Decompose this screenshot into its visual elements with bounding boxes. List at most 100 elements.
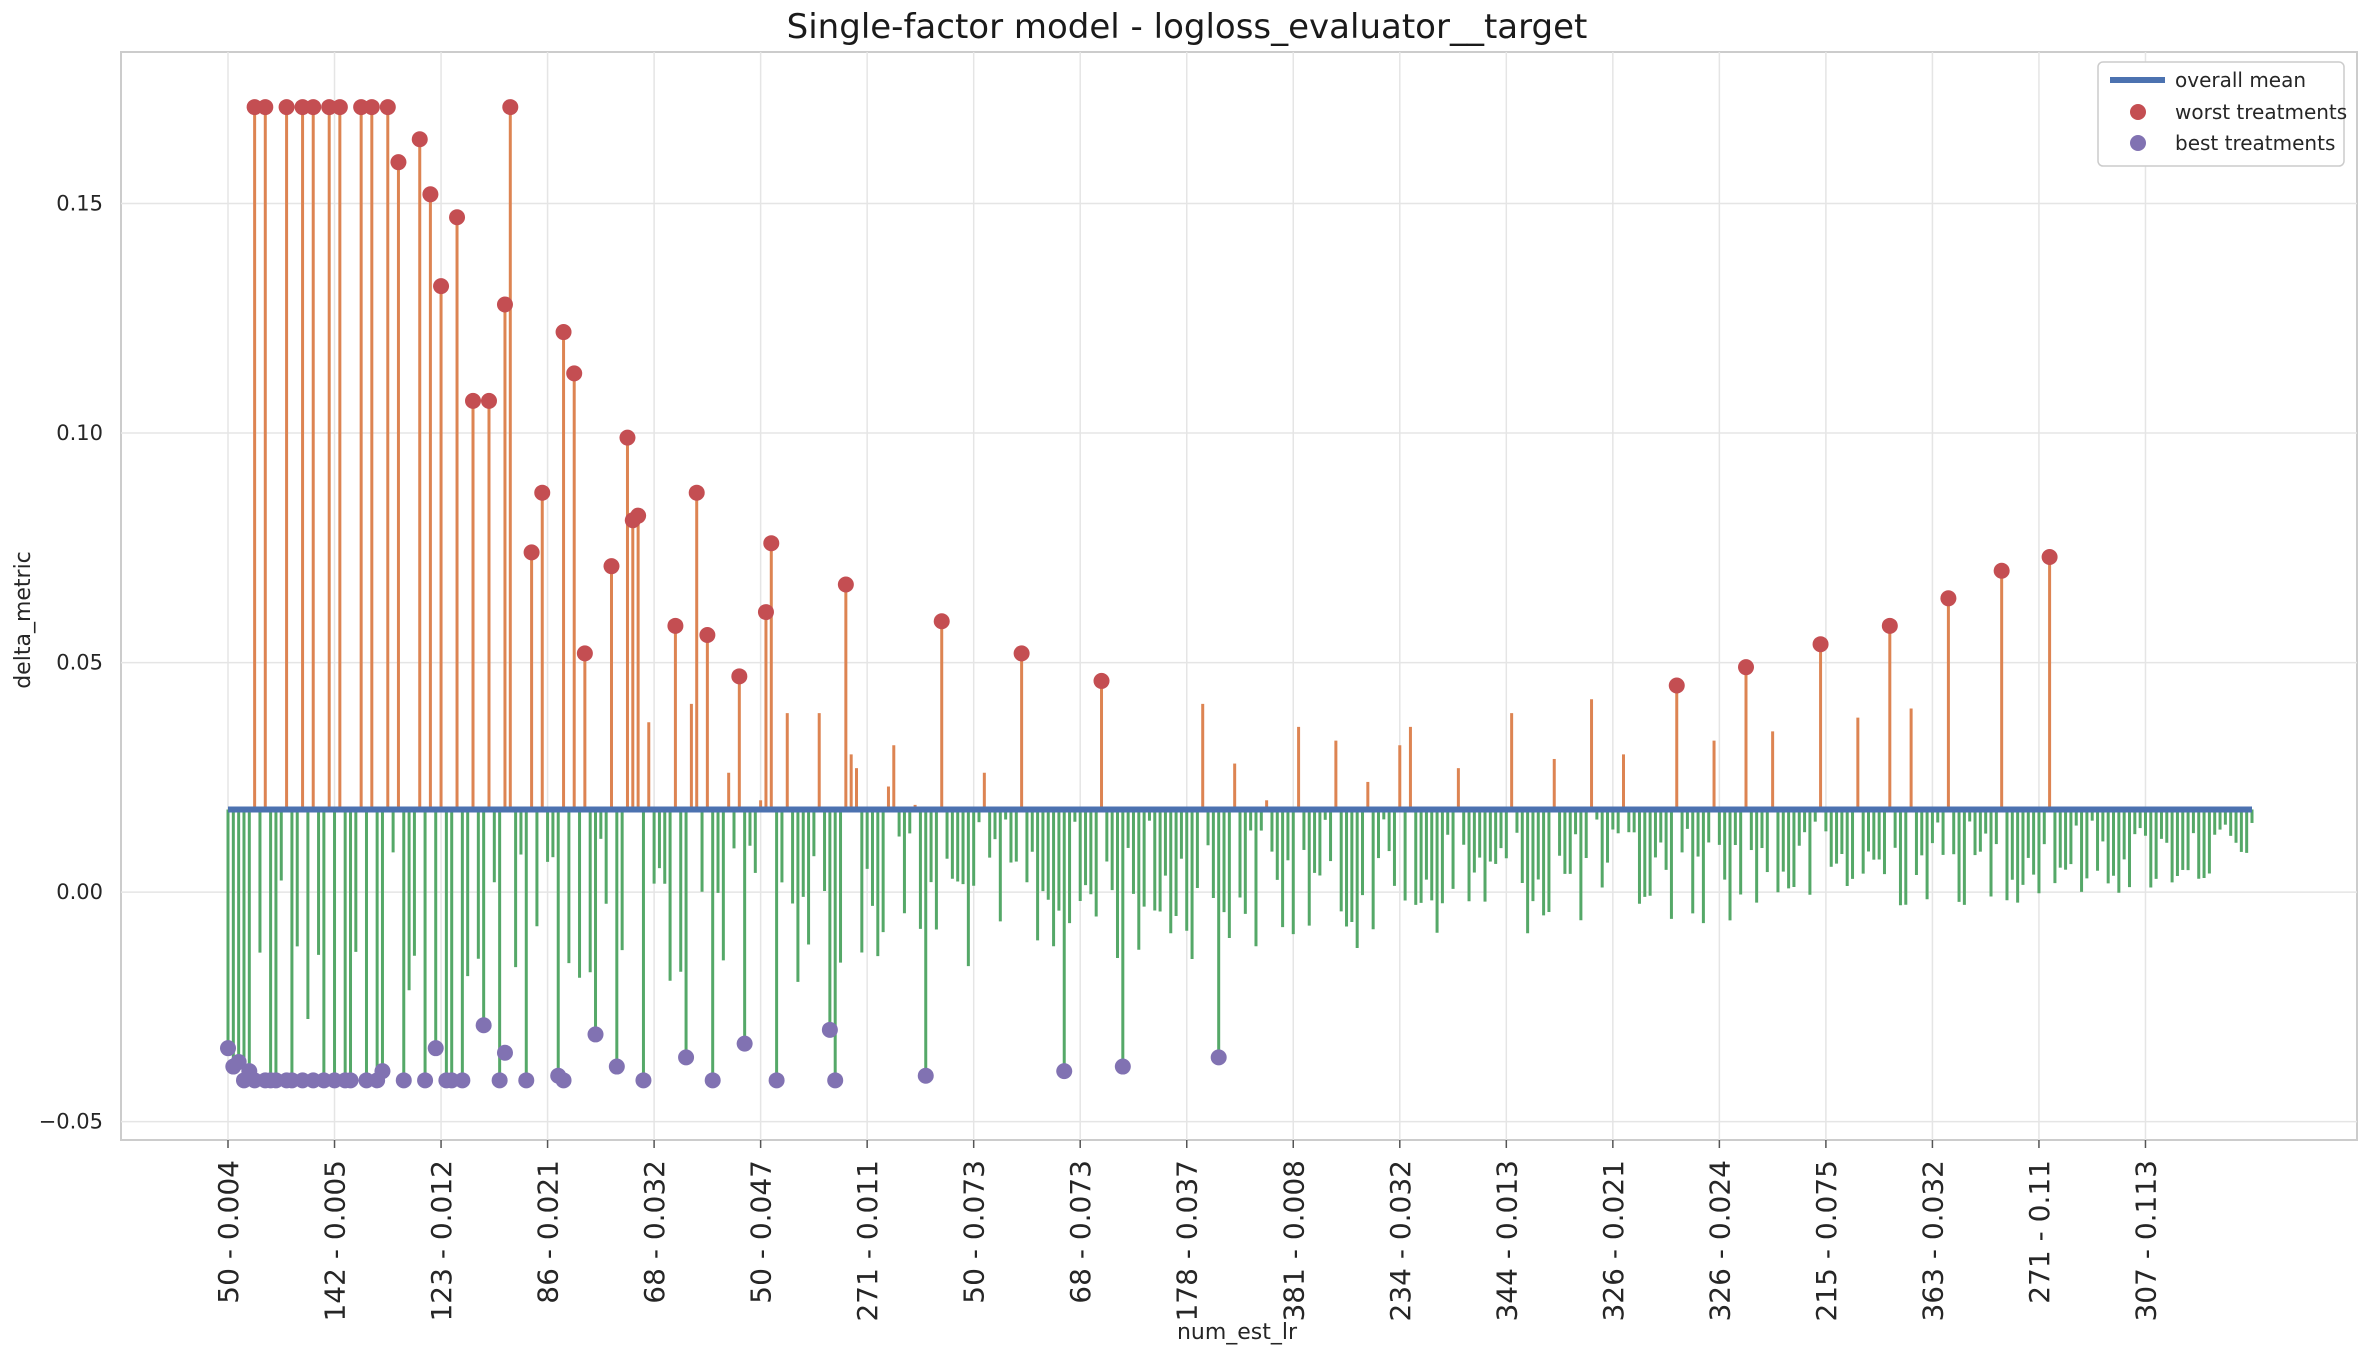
worst-treatment-marker: [555, 324, 572, 341]
worst-treatment-marker: [2041, 548, 2058, 565]
best-treatment-marker: [454, 1072, 471, 1089]
worst-treatment-marker: [576, 645, 593, 662]
best-treatment-marker: [827, 1072, 844, 1089]
worst-treatment-marker: [699, 627, 716, 644]
y-tick-label: 0.05: [56, 651, 103, 675]
best-treatment-marker: [587, 1026, 604, 1043]
plot-area: [120, 51, 2358, 1141]
x-tick-label: 271 - 0.11: [2023, 1160, 2056, 1304]
worst-treatment-marker: [1940, 590, 1957, 607]
x-tick-label: 234 - 0.032: [1384, 1160, 1417, 1322]
y-tick-label: 0.10: [56, 421, 103, 445]
x-ticks: 50 - 0.004 142 - 0.005 123 - 0.012 86 - 0.0…: [212, 1140, 2162, 1322]
worst-treatment-marker: [363, 99, 380, 116]
x-tick-label: 307 - 0.113: [2129, 1160, 2162, 1322]
y-tick-label: −0.05: [39, 1110, 103, 1134]
legend-best-label: best treatments: [2175, 131, 2335, 155]
worst-treatment-marker: [502, 99, 519, 116]
best-treatment-marker: [220, 1040, 236, 1057]
stems: [226, 107, 2254, 1081]
markers: [220, 99, 2058, 1089]
best-treatment-marker: [917, 1067, 934, 1084]
y-ticks: −0.05 0.00 0.05 0.10 0.15: [39, 191, 103, 1133]
worst-treatment-marker: [731, 668, 748, 685]
worst-treatment-marker: [630, 507, 647, 524]
best-treatment-marker: [555, 1072, 572, 1089]
best-treatment-marker: [608, 1058, 625, 1075]
worst-treatment-marker: [757, 604, 774, 621]
best-treatment-marker: [635, 1072, 652, 1089]
worst-treatment-marker: [1738, 659, 1754, 676]
x-tick-label: 68 - 0.032: [638, 1160, 671, 1304]
worst-treatment-marker: [933, 613, 950, 630]
worst-treatment-marker: [1668, 677, 1685, 694]
best-treatment-marker: [230, 1053, 247, 1070]
worst-treatment-marker: [1812, 636, 1829, 653]
worst-treatment-marker: [465, 392, 482, 409]
worst-treatment-marker: [422, 186, 439, 203]
chart-title: Single-factor model - logloss_evaluator_…: [787, 7, 1588, 47]
best-treatment-marker: [518, 1072, 535, 1089]
best-treatment-marker: [496, 1044, 513, 1061]
worst-treatment-marker: [433, 278, 450, 295]
best-treatment-marker: [704, 1072, 721, 1089]
worst-treatment-marker: [496, 296, 513, 313]
best-treatment-marker: [736, 1035, 753, 1052]
x-axis-label: num_est_lr: [1177, 1320, 1298, 1345]
worst-treatment-marker: [480, 392, 497, 409]
y-tick-label: 0.00: [56, 880, 103, 904]
best-treatment-marker: [475, 1017, 492, 1034]
worst-treatment-marker: [1881, 617, 1898, 634]
worst-treatment-marker: [379, 99, 396, 116]
x-tick-label: 344 - 0.013: [1490, 1160, 1523, 1322]
x-tick-label: 86 - 0.021: [532, 1160, 565, 1304]
worst-treatment-marker: [603, 558, 620, 575]
x-tick-label: 215 - 0.075: [1810, 1160, 1843, 1322]
worst-treatment-marker: [1013, 645, 1030, 662]
worst-treatment-marker: [534, 484, 551, 501]
best-treatment-marker: [768, 1072, 785, 1089]
best-treatment-marker: [678, 1049, 695, 1066]
x-tick-label: 363 - 0.032: [1916, 1160, 1949, 1322]
worst-treatment-marker: [1993, 562, 2010, 579]
worst-treatment-marker: [411, 131, 428, 148]
worst-treatment-marker: [449, 209, 466, 226]
worst-treatment-marker: [278, 99, 295, 116]
worst-treatment-marker: [1093, 672, 1110, 689]
best-treatment-marker: [821, 1021, 838, 1038]
worst-treatment-marker: [619, 429, 636, 446]
worst-treatment-marker: [667, 617, 684, 634]
legend-mean-label: overall mean: [2175, 68, 2306, 92]
best-treatment-marker: [491, 1072, 508, 1089]
legend-frame: [2097, 61, 2345, 167]
x-tick-label: 326 - 0.021: [1597, 1160, 1630, 1322]
worst-treatment-marker: [523, 544, 540, 561]
worst-treatment-marker: [566, 365, 583, 382]
x-tick-label: 381 - 0.008: [1277, 1160, 1310, 1322]
best-treatment-marker: [342, 1072, 359, 1089]
x-tick-label: 142 - 0.005: [319, 1160, 352, 1322]
x-tick-label: 50 - 0.004: [212, 1160, 245, 1304]
best-treatment-marker: [417, 1072, 434, 1089]
x-tick-label: 271 - 0.011: [851, 1160, 884, 1322]
y-tick-label: 0.15: [56, 191, 103, 215]
x-tick-label: 50 - 0.073: [958, 1160, 991, 1304]
legend-worst-swatch: [2130, 104, 2146, 120]
legend-best-swatch: [2130, 135, 2146, 151]
best-treatment-marker: [395, 1072, 412, 1089]
worst-treatment-marker: [331, 99, 348, 116]
best-treatment-marker: [1056, 1063, 1073, 1080]
x-tick-label: 68 - 0.073: [1064, 1160, 1097, 1304]
x-tick-label: 50 - 0.047: [745, 1160, 778, 1304]
worst-treatment-marker: [305, 99, 322, 116]
best-treatment-marker: [427, 1040, 444, 1057]
best-treatment-marker: [1114, 1058, 1131, 1075]
best-treatment-marker: [1210, 1049, 1227, 1066]
legend-worst-label: worst treatments: [2175, 100, 2347, 124]
worst-treatment-marker: [837, 576, 854, 593]
legend: overall mean worst treatments best treat…: [2097, 61, 2347, 167]
worst-treatment-marker: [688, 484, 705, 501]
worst-treatment-marker: [763, 535, 780, 552]
x-tick-label: 178 - 0.037: [1171, 1160, 1204, 1322]
